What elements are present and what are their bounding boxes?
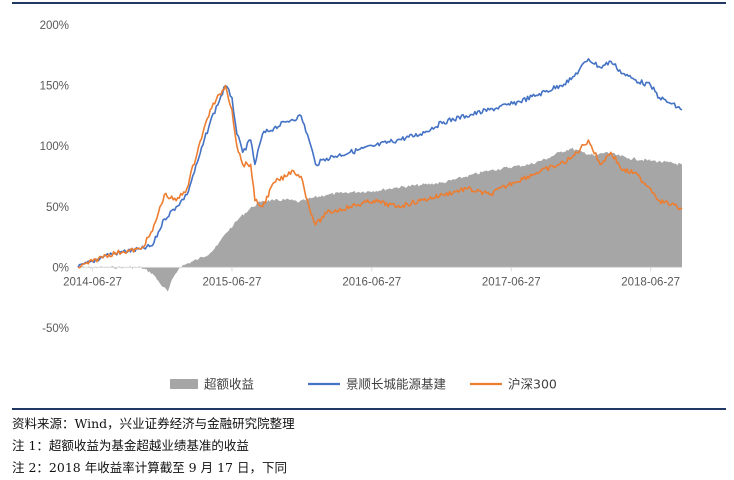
legend-swatch-excess-return <box>170 379 198 389</box>
source-note: 资料来源：Wind，兴业证券经济与金融研究院整理 <box>12 416 295 431</box>
source-notes: 资料来源：Wind，兴业证券经济与金融研究院整理 注 1：超额收益为基金超越业绩… <box>12 413 726 479</box>
top-rule <box>12 2 726 4</box>
x-tick-label: 2018-06-27 <box>621 276 680 288</box>
y-tick-label: 150% <box>40 81 69 93</box>
x-tick-label: 2016-06-27 <box>342 276 401 288</box>
x-tick-label: 2017-06-27 <box>482 276 541 288</box>
legend-label: 超额收益 <box>204 377 254 392</box>
legend-label: 景顺长城能源基建 <box>346 377 447 392</box>
y-tick-label: 50% <box>46 202 69 214</box>
footnote-1: 注 1：超额收益为基金超越业绩基准的收益 <box>12 438 249 453</box>
footnote-2: 注 2：2018 年收益率计算截至 9 月 17 日，下同 <box>12 460 287 475</box>
bottom-rule <box>12 408 726 410</box>
y-tick-label: 100% <box>40 141 69 153</box>
chart-area: 200% 150% 100% 50% 0% -50% 2014-06-27 2015-06-… <box>40 20 683 392</box>
y-tick-labels: 200% 150% 100% 50% 0% -50% <box>40 20 69 335</box>
series-line-fund <box>77 58 683 268</box>
legend: 超额收益 景顺长城能源基建 沪深300 <box>170 377 557 392</box>
excess-return-area-group <box>78 147 682 292</box>
chart-svg: 200% 150% 100% 50% 0% -50% 2014-06-27 2015-06-… <box>40 20 683 392</box>
series-line-csi300 <box>77 84 683 269</box>
series-area-excess-return <box>78 147 682 292</box>
series-lines-group <box>77 58 683 269</box>
y-tick-label: 200% <box>40 20 69 32</box>
x-tick-label: 2014-06-27 <box>63 276 122 288</box>
legend-label: 沪深300 <box>508 377 557 392</box>
y-tick-label: 0% <box>52 262 69 274</box>
y-tick-label: -50% <box>42 323 69 335</box>
x-tick-label: 2015-06-27 <box>203 276 262 288</box>
x-tick-labels: 2014-06-27 2015-06-27 2016-06-27 2017-06-27… <box>63 267 680 288</box>
